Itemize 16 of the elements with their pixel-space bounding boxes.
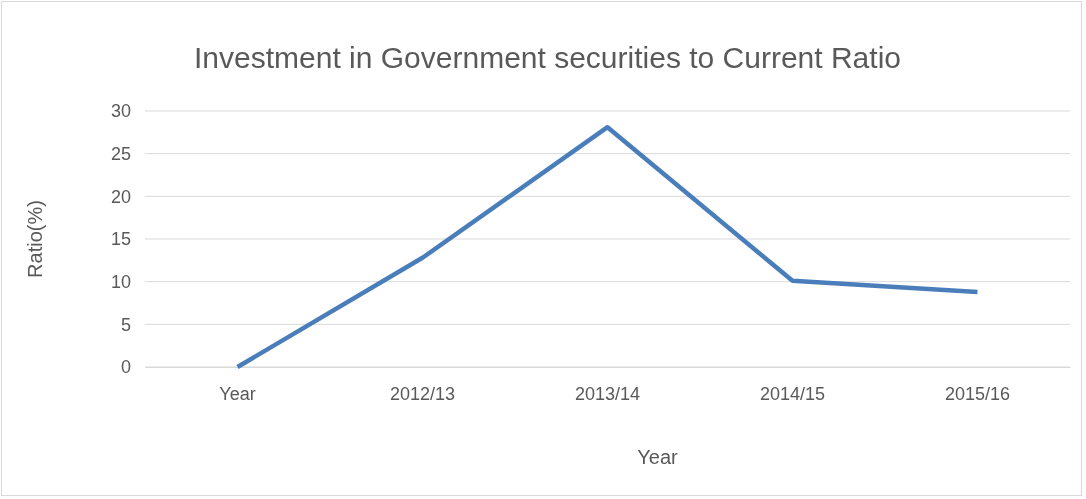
x-axis-title: Year: [637, 446, 679, 468]
y-tick-label: 20: [110, 186, 131, 207]
y-tick-label: 30: [110, 101, 131, 122]
chart-title: Investment in Government securities to Current Ratio: [194, 41, 901, 74]
x-tick-label: 2013/14: [574, 383, 641, 404]
y-tick-label: 25: [110, 143, 131, 164]
y-tick-label: 10: [110, 271, 131, 292]
y-tick-label: 0: [120, 357, 131, 378]
y-tick-label: 5: [120, 314, 131, 335]
x-tick-label: 2014/15: [759, 383, 826, 404]
y-tick-label: 15: [110, 229, 131, 250]
line-series: [235, 124, 980, 370]
x-tick-label: Year: [219, 383, 256, 404]
x-tick-label: 2015/16: [944, 383, 1011, 404]
y-axis-title: Ratio(%): [24, 200, 46, 278]
x-tick-label: 2012/13: [389, 383, 456, 404]
